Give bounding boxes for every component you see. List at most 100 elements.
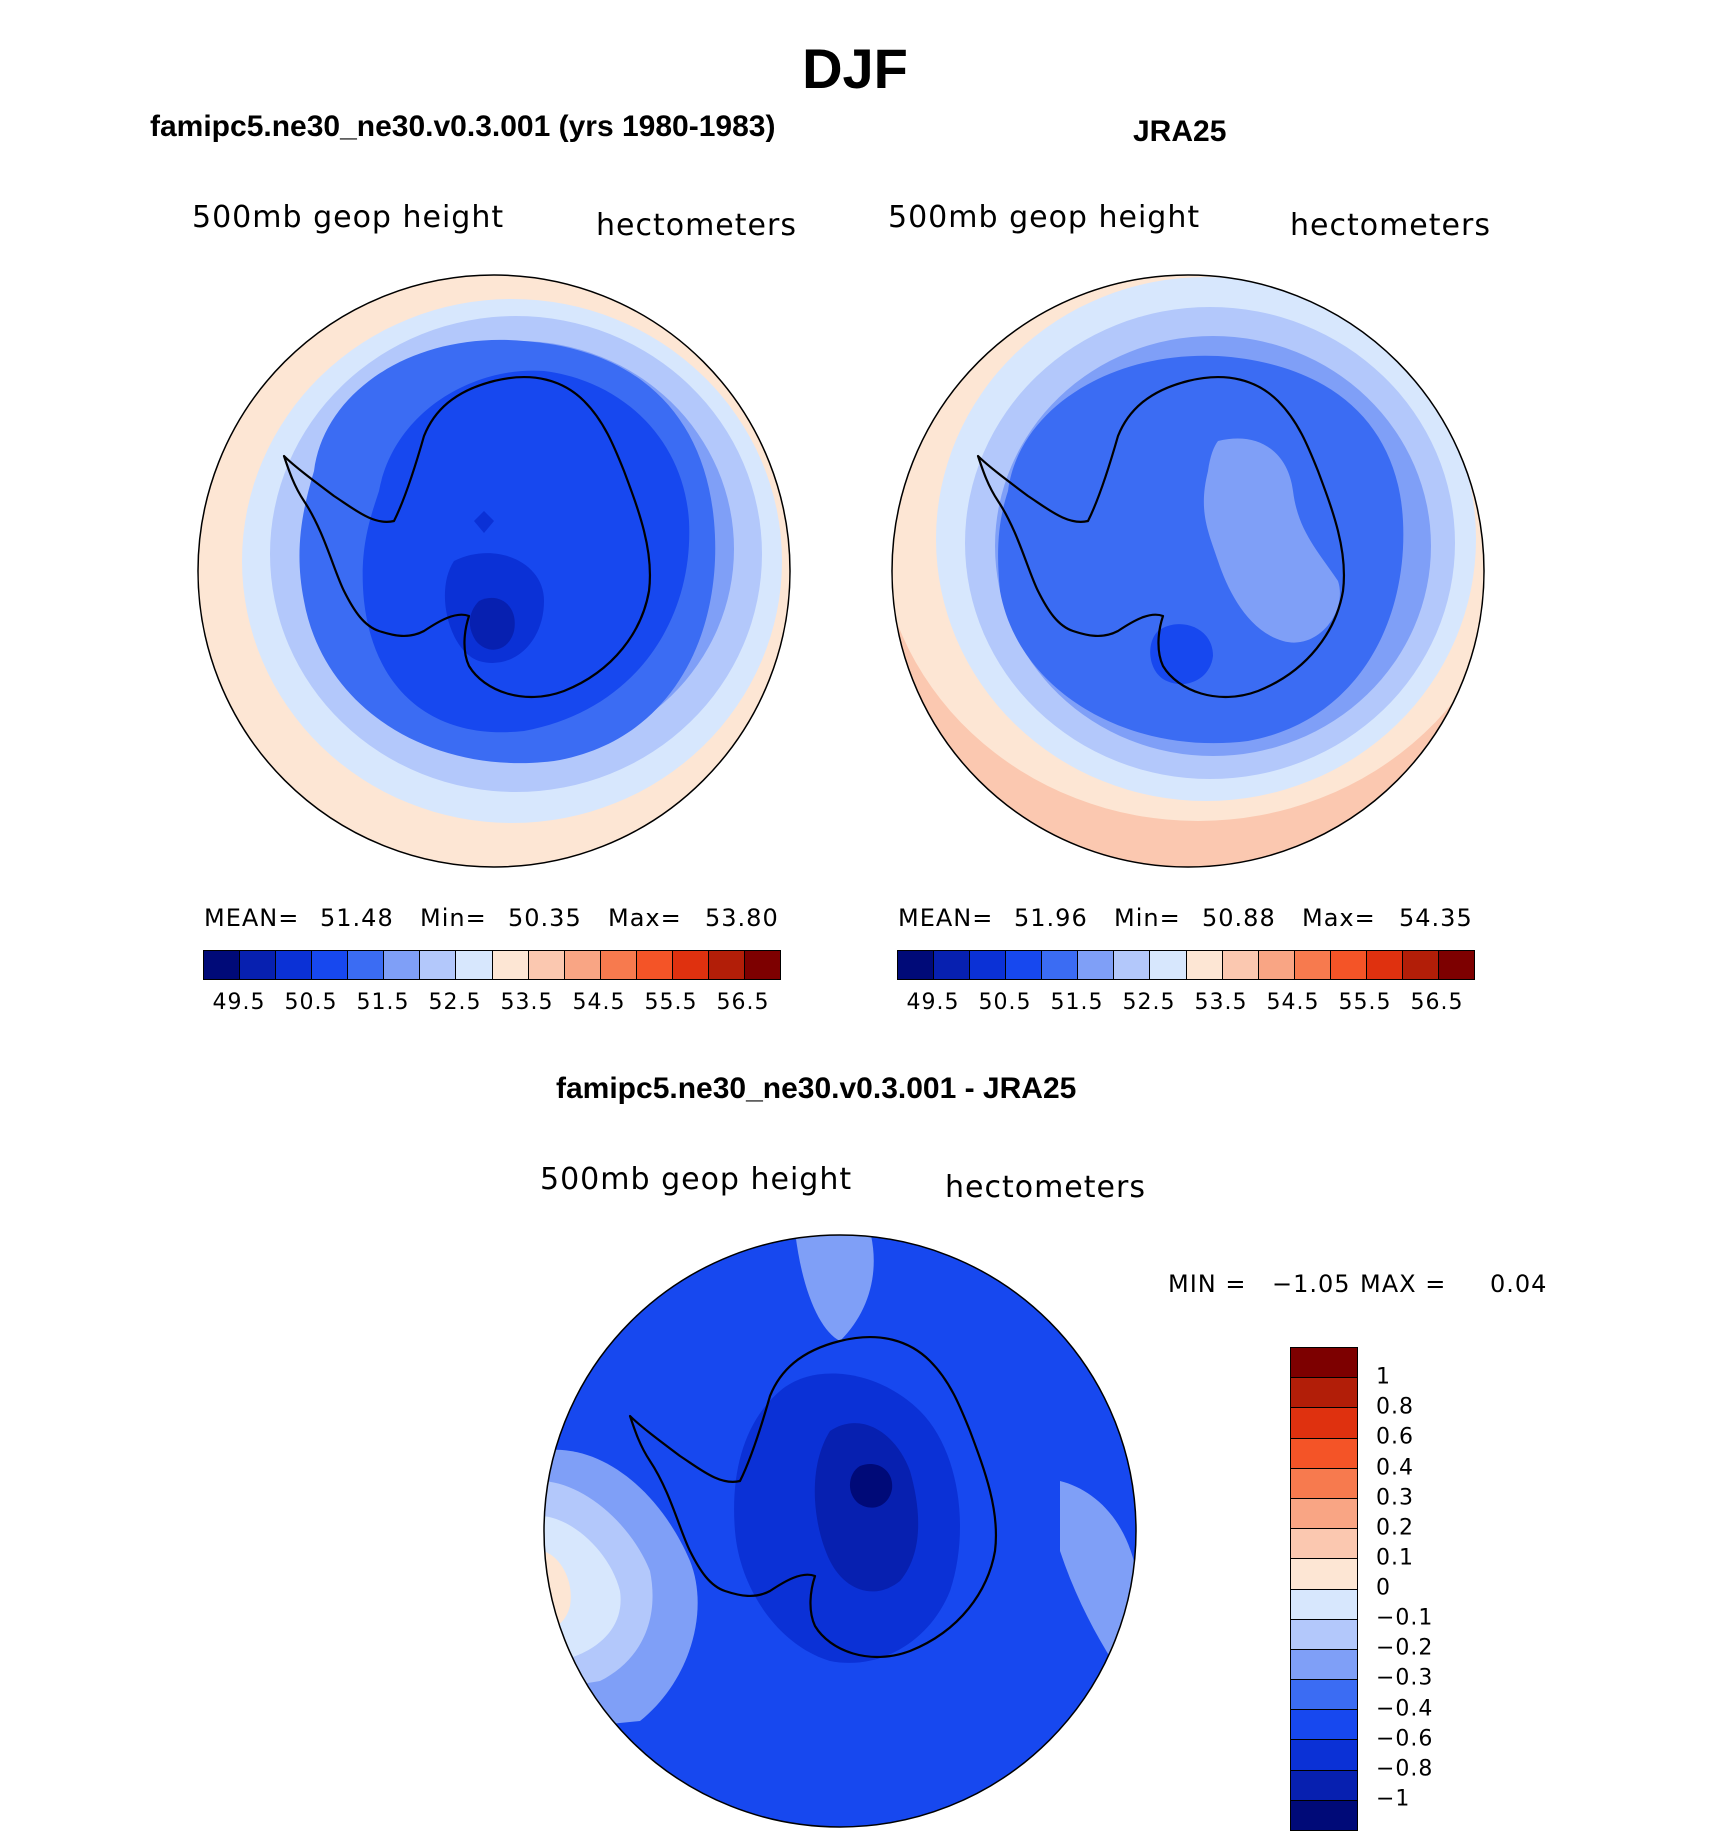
- colorbar-box: [528, 951, 565, 979]
- colorbar-tick-label: 52.5: [1122, 990, 1176, 1015]
- colorbar-box: [1042, 951, 1079, 979]
- colorbar-box: [1291, 1589, 1357, 1620]
- colorbar-box: [348, 951, 385, 979]
- map-boundary: [543, 1234, 1137, 1828]
- colorbar-box: [1291, 1680, 1357, 1711]
- panel-obs-mean-value: 51.96: [1014, 904, 1088, 932]
- colorbar-box: [1291, 1378, 1357, 1409]
- panel-obs-variable: 500mb geop height: [888, 200, 1201, 235]
- diff-max-value: 0.04: [1490, 1270, 1548, 1298]
- panel-obs-title: JRA25: [1133, 115, 1227, 148]
- colorbar-box: [1291, 1438, 1357, 1469]
- panel-obs-min-value: 50.88: [1202, 904, 1276, 932]
- contour-band: [1203, 438, 1340, 643]
- colorbar-box: [1150, 951, 1187, 979]
- map-boundary: [891, 274, 1485, 868]
- colorbar-tick-label: 53.5: [1194, 990, 1248, 1015]
- panel-obs-max-value: 54.35: [1399, 904, 1473, 932]
- colorbar-box: [1078, 951, 1115, 979]
- colorbar-tick-label: 49.5: [212, 990, 266, 1015]
- colorbar-box: [1291, 1498, 1357, 1530]
- colorbar-box: [1006, 951, 1043, 979]
- colorbar-tick-label: 54.5: [1266, 990, 1320, 1015]
- diff-panel-variable: 500mb geop height: [540, 1162, 853, 1197]
- contour-band: [849, 1463, 893, 1508]
- contour-band: [795, 1235, 874, 1341]
- panel-obs-mean-label: MEAN=: [898, 904, 994, 932]
- colorbar-tick-label: 0.6: [1376, 1424, 1414, 1450]
- colorbar-tick-label: 53.5: [500, 990, 554, 1015]
- colorbar-tick-label: 49.5: [906, 990, 960, 1015]
- colorbar-box: [1438, 951, 1474, 979]
- colorbar-box: [1291, 1529, 1357, 1560]
- colorbar-box: [708, 951, 745, 979]
- diff-min-value: −1.05: [1272, 1270, 1351, 1298]
- colorbar-tick-label: 55.5: [644, 990, 698, 1015]
- colorbar-tick-label: 0: [1376, 1575, 1391, 1601]
- colorbar-box: [934, 951, 971, 979]
- colorbar-box: [744, 951, 780, 979]
- panel-model-title: famipc5.ne30_ne30.v0.3.001 (yrs 1980-198…: [150, 110, 776, 143]
- colorbar-tick-label: 0.8: [1376, 1394, 1414, 1420]
- diff-panel-units: hectometers: [945, 1170, 1146, 1205]
- colorbar-box: [1366, 951, 1403, 979]
- contour-band: [998, 355, 1404, 744]
- contour-band: [469, 597, 515, 650]
- colorbar-tick-label: 50.5: [284, 990, 338, 1015]
- colorbar-obs: [897, 950, 1475, 980]
- panel-obs-min-label: Min=: [1114, 904, 1181, 932]
- map-boundary: [197, 274, 791, 868]
- colorbar-box: [1294, 951, 1331, 979]
- colorbar-tick-label: 1: [1376, 1364, 1391, 1390]
- colorbar-box: [1222, 951, 1259, 979]
- panel-model-max-label: Max=: [608, 904, 682, 932]
- antarctica-coastline: [976, 375, 1346, 699]
- colorbar-box: [1291, 1770, 1357, 1801]
- colorbar-tick-label: 56.5: [1410, 990, 1464, 1015]
- panel-model-units: hectometers: [596, 208, 797, 243]
- colorbar-tick-label: −0.2: [1376, 1635, 1434, 1661]
- colorbar-box: [672, 951, 709, 979]
- colorbar-box: [456, 951, 493, 979]
- colorbar-box: [1291, 1408, 1357, 1439]
- antarctica-coastline: [282, 375, 652, 699]
- colorbar-tick-label: 0.4: [1376, 1455, 1414, 1480]
- colorbar-box: [898, 951, 935, 979]
- antarctica-coastline: [628, 1335, 998, 1659]
- colorbar-box: [600, 951, 637, 979]
- colorbar-diff: [1290, 1347, 1358, 1831]
- map-obs: [891, 274, 1485, 868]
- colorbar-box: [420, 951, 457, 979]
- colorbar-box: [204, 951, 241, 979]
- diff-min-label: MIN =: [1168, 1270, 1247, 1298]
- colorbar-tick-label: −0.6: [1376, 1726, 1434, 1752]
- colorbar-box: [970, 951, 1007, 979]
- contour-band: [544, 1516, 621, 1661]
- colorbar-tick-label: 51.5: [1050, 990, 1104, 1015]
- colorbar-box: [492, 951, 529, 979]
- colorbar-box: [1291, 1559, 1357, 1590]
- panel-model-variable: 500mb geop height: [192, 200, 505, 235]
- colorbar-box: [312, 951, 349, 979]
- diff-max-label: MAX =: [1360, 1270, 1447, 1298]
- colorbar-tick-label: 0.1: [1376, 1545, 1414, 1571]
- colorbar-model: [203, 950, 781, 980]
- colorbar-box: [1186, 951, 1223, 979]
- colorbar-tick-label: −1: [1376, 1786, 1411, 1812]
- colorbar-box: [1114, 951, 1151, 979]
- colorbar-tick-label: −0.8: [1376, 1756, 1434, 1782]
- colorbar-diff-labels: 1 0.8 0.6 0.4 0.3 0.2 0.1 0 −0.1 −0.2 −0.3 −0.4 −0.6…: [1376, 1347, 1496, 1829]
- colorbar-tick-label: 56.5: [716, 990, 770, 1015]
- panel-obs-units: hectometers: [1290, 208, 1491, 243]
- colorbar-tick-label: 0.2: [1376, 1515, 1414, 1541]
- diff-panel-title: famipc5.ne30_ne30.v0.3.001 - JRA25: [556, 1072, 1077, 1105]
- colorbar-box: [1291, 1468, 1357, 1499]
- colorbar-tick-label: 52.5: [428, 990, 482, 1015]
- colorbar-tick-label: 50.5: [978, 990, 1032, 1015]
- panel-model-max-value: 53.80: [705, 904, 779, 932]
- colorbar-box: [276, 951, 313, 979]
- colorbar-box: [1291, 1710, 1357, 1741]
- contour-band: [474, 511, 494, 533]
- colorbar-box: [1330, 951, 1367, 979]
- figure-title: DJF: [802, 37, 908, 100]
